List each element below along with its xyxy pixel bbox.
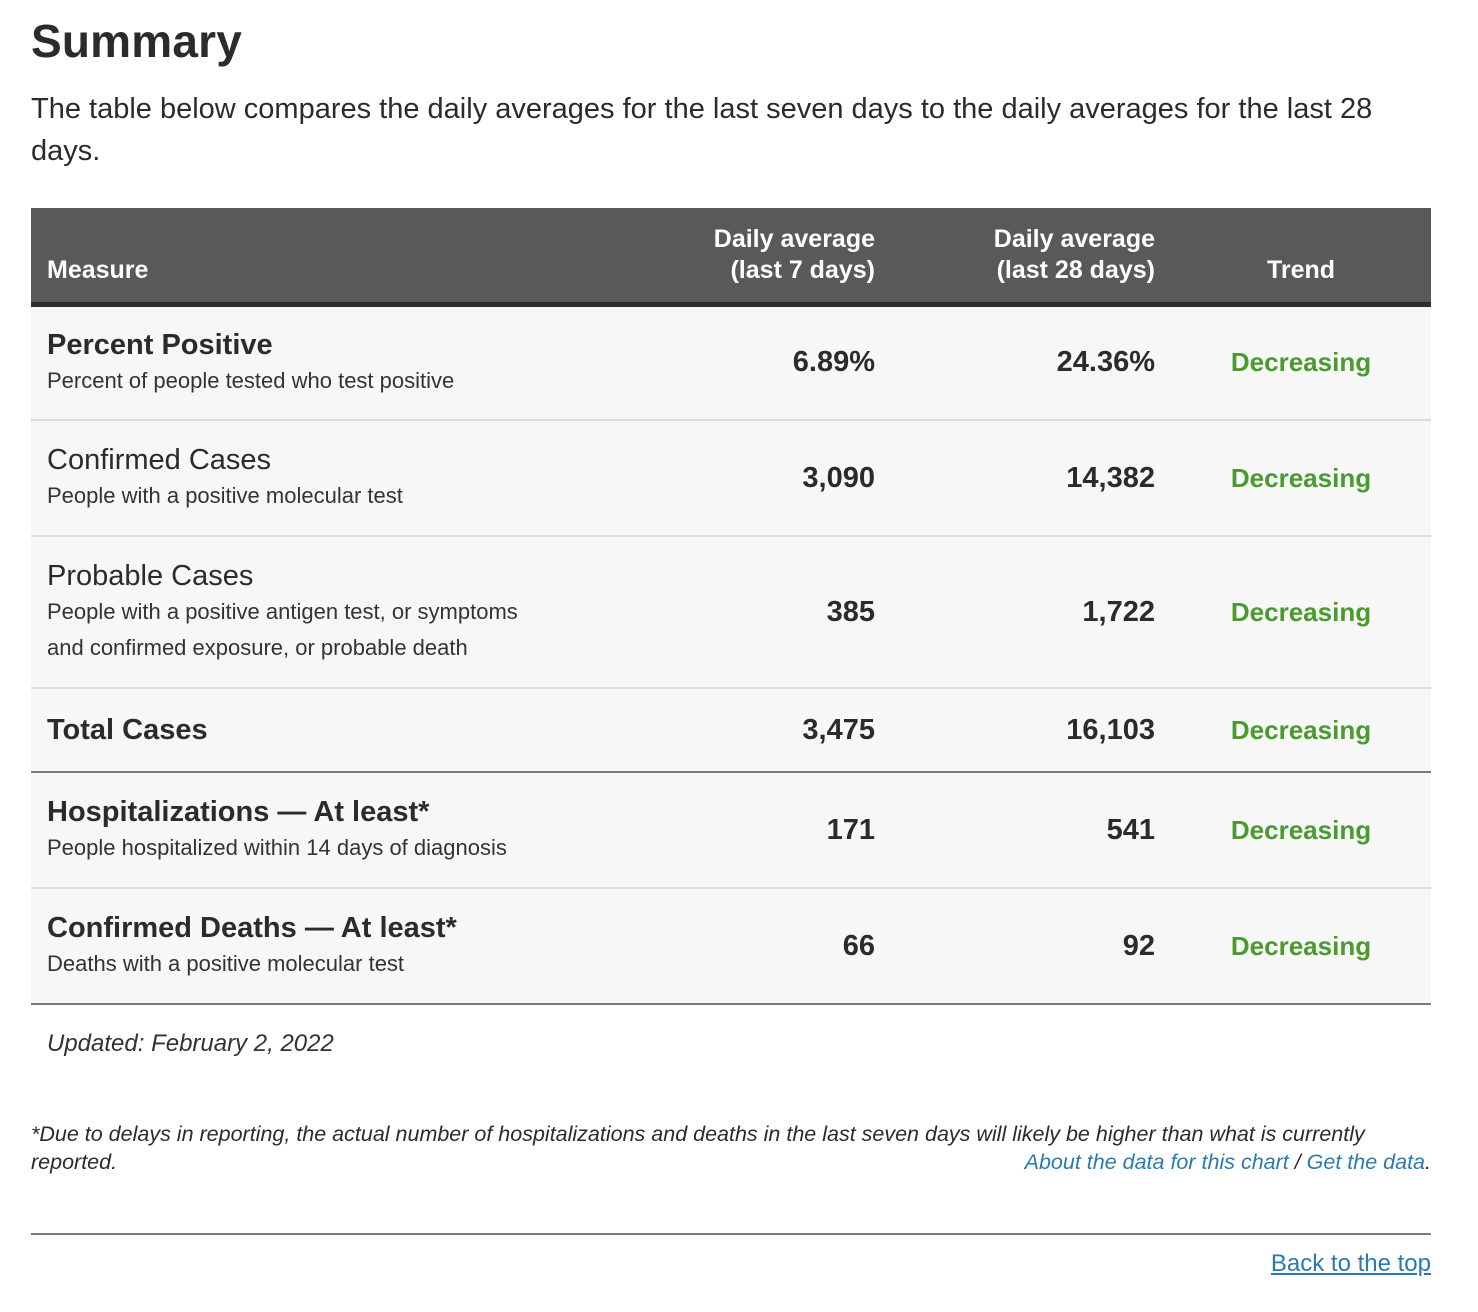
measure-cell: Probable Cases People with a positive an…: [31, 536, 611, 689]
measure-title: Probable Cases: [47, 560, 254, 592]
avg-28-value: 1,722: [891, 536, 1171, 689]
measure-description: People hospitalized within 14 days of di…: [47, 835, 507, 860]
measure-title: Confirmed Deaths — At least*: [47, 912, 457, 944]
measure-title: Hospitalizations — At least*: [47, 796, 430, 828]
trend-value: Decreasing: [1171, 888, 1431, 1005]
page-title: Summary: [31, 15, 243, 67]
trend-value: Decreasing: [1171, 304, 1431, 421]
avg-28-value: 14,382: [891, 420, 1171, 537]
measure-cell: Percent Positive Percent of people teste…: [31, 304, 611, 421]
measure-description: People with a positive antigen test, or …: [47, 594, 595, 666]
avg-7-value: 171: [611, 772, 891, 889]
divider: [31, 1233, 1431, 1235]
measure-description: Deaths with a positive molecular test: [47, 951, 405, 976]
table-row-percent-positive: Percent Positive Percent of people teste…: [31, 304, 1431, 421]
header-avg-28-line2: (last 28 days): [996, 255, 1155, 284]
header-avg-28-days: Daily average (last 28 days): [891, 208, 1171, 307]
intro-text: The table below compares the daily avera…: [31, 93, 1373, 167]
avg-28-value: 92: [891, 888, 1171, 1005]
measure-description-line1: People with a positive antigen test, or …: [47, 599, 518, 624]
trend-value: Decreasing: [1171, 772, 1431, 889]
measure-cell: Hospitalizations — At least* People hosp…: [31, 772, 611, 889]
trend-value: Decreasing: [1171, 688, 1431, 773]
measure-title: Total Cases: [47, 714, 208, 746]
table-row-confirmed-cases: Confirmed Cases People with a positive m…: [31, 420, 1431, 537]
avg-7-value: 3,090: [611, 420, 891, 537]
measure-description-line2: and confirmed exposure, or probable deat…: [47, 635, 468, 660]
header-avg-7-line2: (last 7 days): [730, 255, 875, 284]
measure-cell: Total Cases: [31, 688, 611, 773]
header-avg-28-line1: Daily average: [993, 224, 1155, 253]
updated-date: Updated: February 2, 2022: [47, 1030, 334, 1057]
avg-7-value: 6.89%: [611, 304, 891, 421]
avg-7-value: 66: [611, 888, 891, 1005]
measure-description: People with a positive molecular test: [47, 483, 403, 508]
trend-value: Decreasing: [1171, 536, 1431, 689]
measure-cell: Confirmed Cases People with a positive m…: [31, 420, 611, 537]
header-measure: Measure: [31, 208, 611, 307]
measure-cell: Confirmed Deaths — At least* Deaths with…: [31, 888, 611, 1005]
table-row-probable-cases: Probable Cases People with a positive an…: [31, 536, 1431, 689]
table-header-row: Measure Daily average (last 7 days) Dail…: [31, 208, 1431, 307]
header-avg-7-days: Daily average (last 7 days): [611, 208, 891, 307]
data-links: About the data for this chart / Get the …: [1025, 1148, 1431, 1176]
avg-7-value: 385: [611, 536, 891, 689]
about-data-link[interactable]: About the data for this chart: [1024, 1150, 1289, 1174]
header-avg-7-line1: Daily average: [713, 224, 875, 253]
avg-28-value: 24.36%: [891, 304, 1171, 421]
table-row-total-cases: Total Cases 3,475 16,103 Decreasing: [31, 688, 1431, 773]
measure-description: Percent of people tested who test positi…: [47, 367, 455, 393]
link-separator: /: [1288, 1150, 1307, 1174]
summary-table: Measure Daily average (last 7 days) Dail…: [31, 208, 1431, 1005]
avg-28-value: 16,103: [891, 688, 1171, 773]
table-row-confirmed-deaths: Confirmed Deaths — At least* Deaths with…: [31, 888, 1431, 1005]
get-data-link[interactable]: Get the data: [1306, 1150, 1426, 1174]
avg-7-value: 3,475: [611, 688, 891, 773]
back-to-top-link[interactable]: Back to the top: [1270, 1250, 1431, 1277]
trend-value: Decreasing: [1171, 420, 1431, 537]
footnote: *Due to delays in reporting, the actual …: [31, 1122, 1365, 1174]
measure-title: Confirmed Cases: [47, 444, 272, 476]
avg-28-value: 541: [891, 772, 1171, 889]
header-trend: Trend: [1171, 208, 1431, 307]
table-row-hospitalizations: Hospitalizations — At least* People hosp…: [31, 772, 1431, 889]
measure-title: Percent Positive: [47, 328, 273, 361]
link-end-punct: .: [1425, 1150, 1431, 1174]
